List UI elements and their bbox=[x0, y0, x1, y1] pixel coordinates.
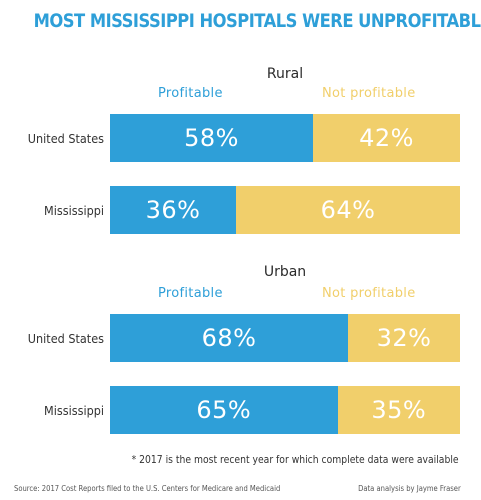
urban-us-profitable-segment: 68% bbox=[110, 314, 348, 362]
source-note: Source: 2017 Cost Reports filed to the U… bbox=[14, 484, 281, 493]
rural-us-profitable-segment: 58% bbox=[110, 114, 313, 162]
rural-us-not-profitable-segment: 42% bbox=[313, 114, 460, 162]
rural-ms-not-profitable-segment: 64% bbox=[236, 186, 460, 234]
urban-bar-mississippi: 65% 35% bbox=[110, 386, 460, 434]
chart-title: MOST MISSISSIPPI HOSPITALS WERE UNPROFIT… bbox=[33, 10, 481, 32]
rural-legend-profitable: Profitable bbox=[158, 86, 223, 101]
urban-section-title: Urban bbox=[263, 264, 307, 280]
analysis-credit: Data analysis by Jayme Fraser bbox=[358, 484, 461, 493]
urban-legend-not-profitable: Not profitable bbox=[322, 286, 416, 301]
rural-bar-united-states: 58% 42% bbox=[110, 114, 460, 162]
urban-row-label-mississippi: Mississippi bbox=[44, 403, 104, 418]
rural-section-title: Rural bbox=[266, 66, 304, 82]
rural-row-label-united-states: United States bbox=[27, 131, 105, 146]
rural-ms-profitable-segment: 36% bbox=[110, 186, 236, 234]
urban-ms-profitable-segment: 65% bbox=[110, 386, 338, 434]
rural-bar-mississippi: 36% 64% bbox=[110, 186, 460, 234]
footnote: * 2017 is the most recent year for which… bbox=[132, 454, 459, 466]
urban-bar-united-states: 68% 32% bbox=[110, 314, 460, 362]
urban-ms-not-profitable-segment: 35% bbox=[337, 386, 460, 434]
urban-row-label-united-states: United States bbox=[27, 331, 105, 346]
rural-legend-not-profitable: Not profitable bbox=[322, 86, 416, 101]
urban-us-not-profitable-segment: 32% bbox=[348, 314, 460, 362]
urban-legend-profitable: Profitable bbox=[158, 286, 223, 301]
rural-row-label-mississippi: Mississippi bbox=[44, 203, 104, 218]
